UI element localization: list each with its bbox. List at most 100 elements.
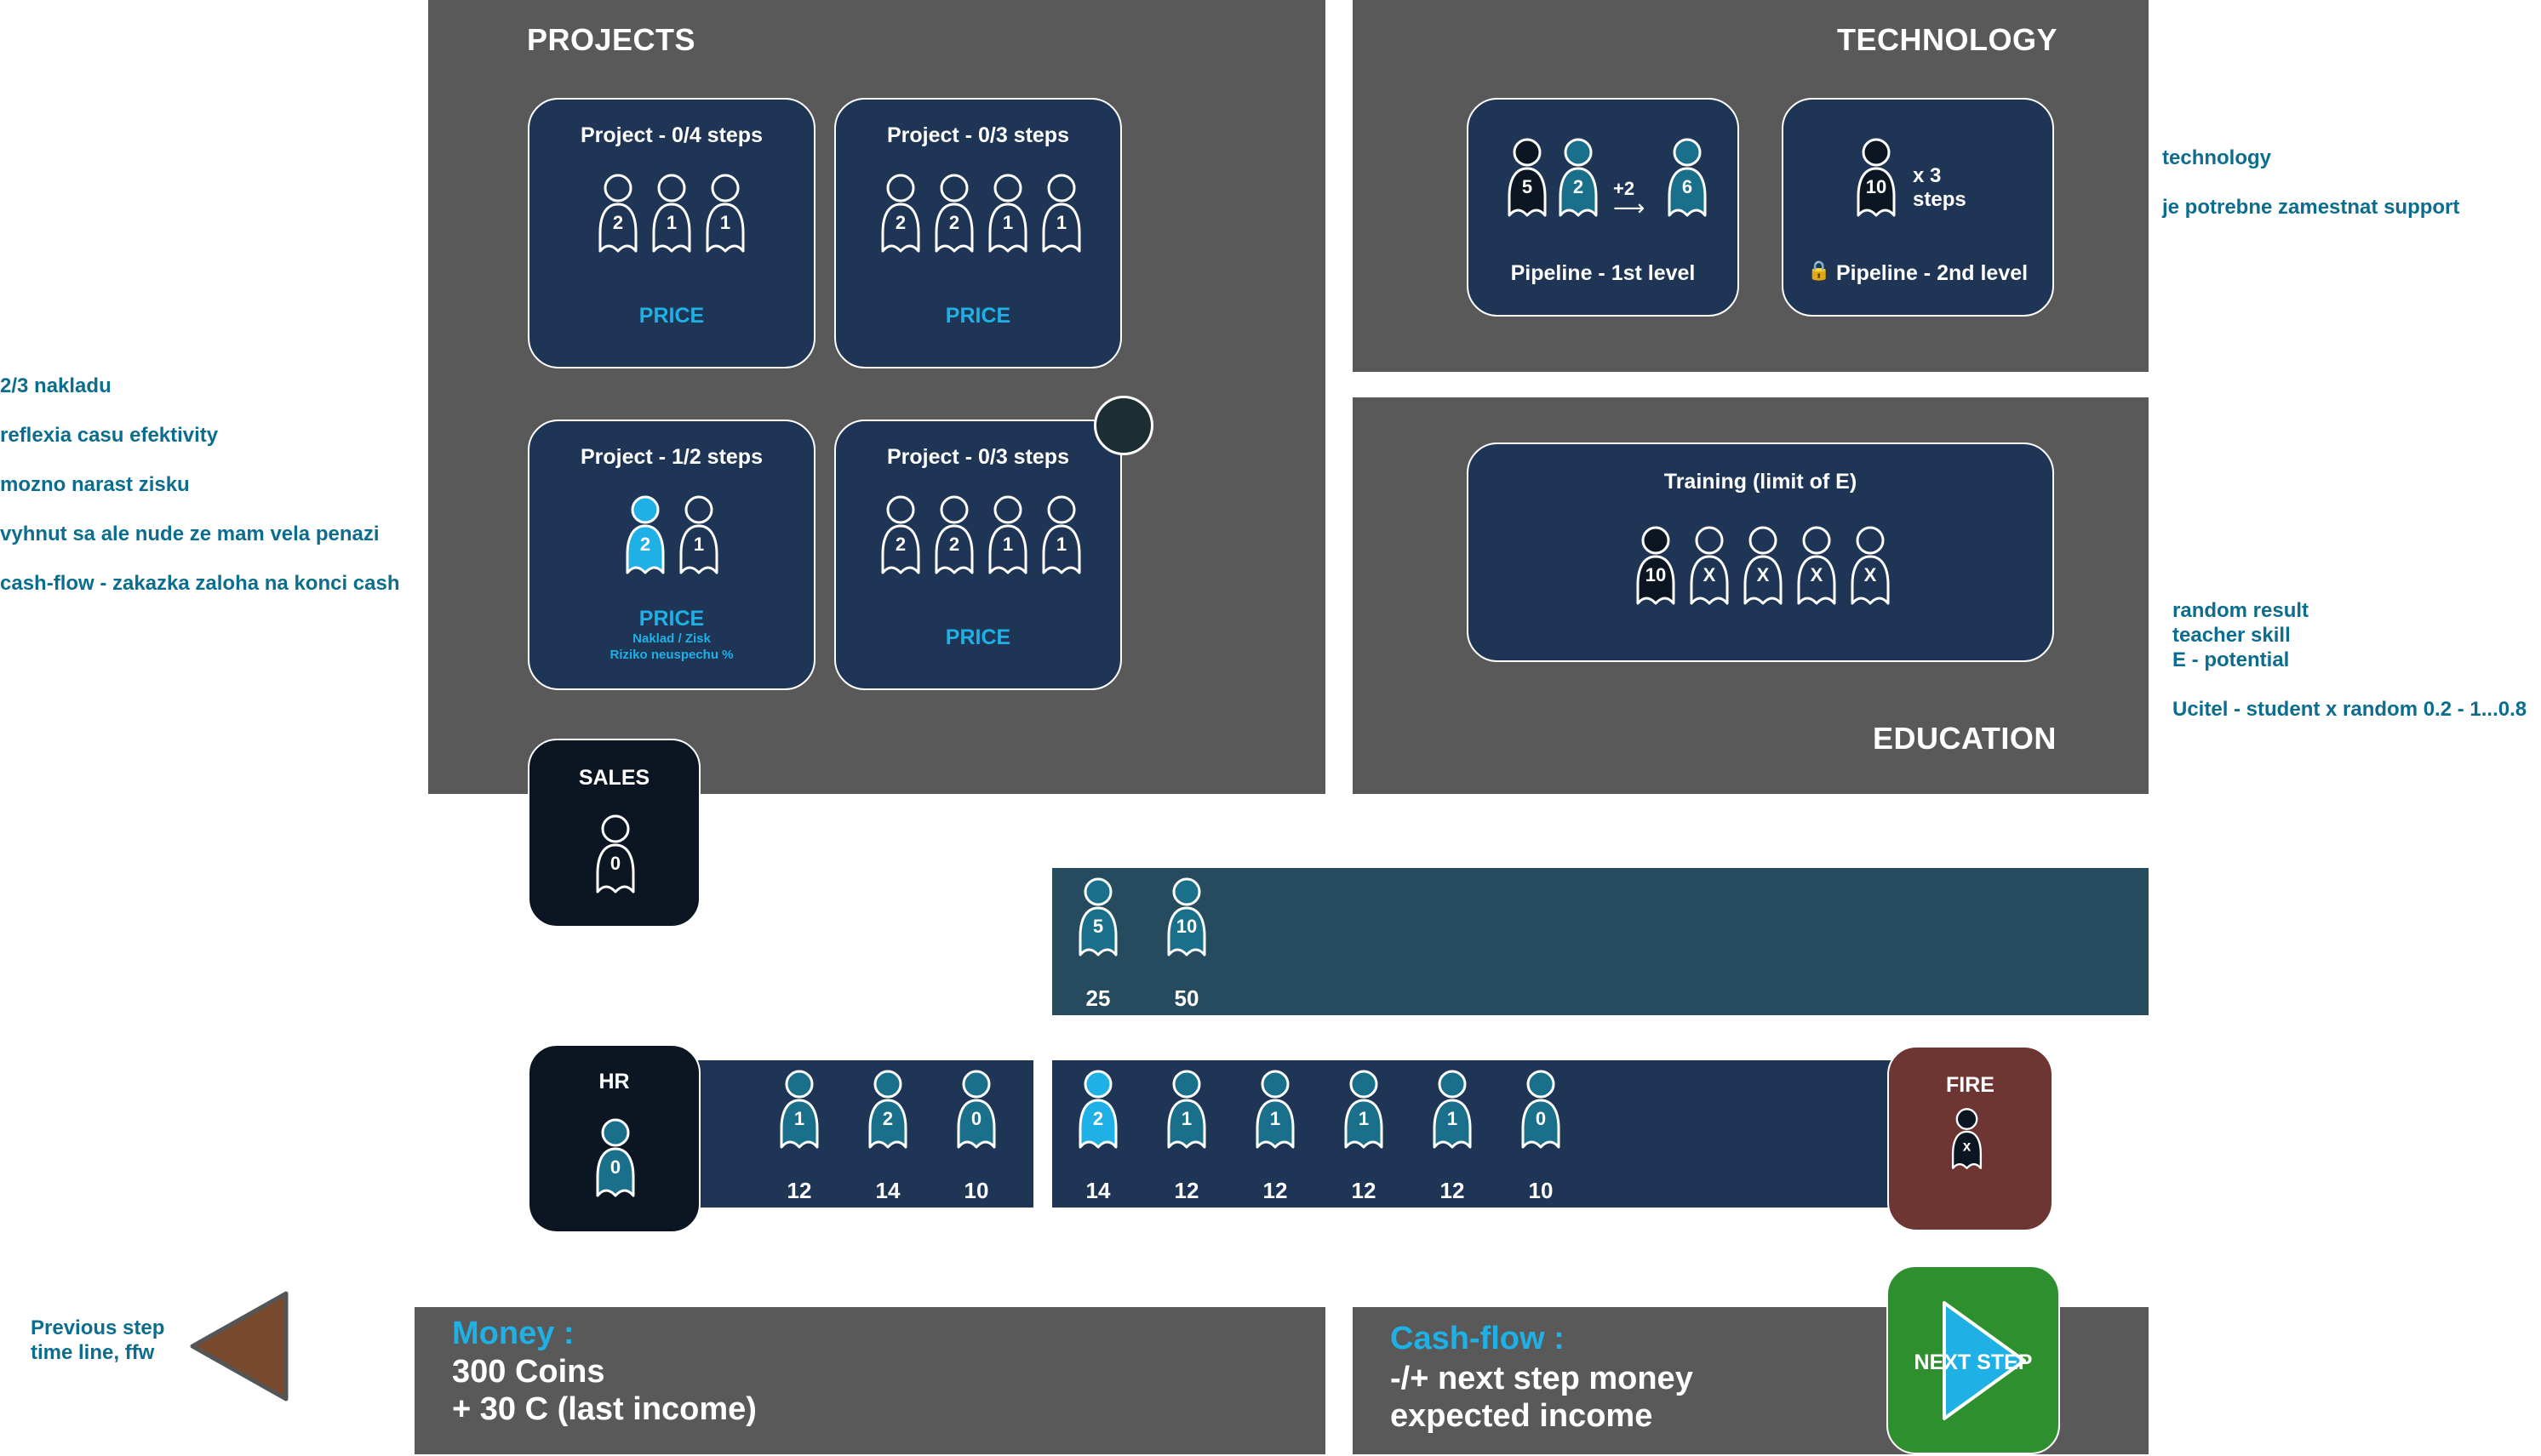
- pipeline-level-2-title: Pipeline - 2nd level: [1836, 261, 2029, 285]
- worker-icon[interactable]: 2: [879, 494, 922, 576]
- hr-candidate-icon[interactable]: 1 12: [778, 1069, 821, 1203]
- staff-icon[interactable]: 1 12: [1254, 1069, 1296, 1203]
- project-price: PRICE: [638, 607, 705, 631]
- worker-level: 2: [612, 212, 624, 233]
- person-figure: [1797, 526, 1836, 605]
- person-figure: [1079, 877, 1118, 956]
- worker-icon[interactable]: 2: [1557, 137, 1600, 219]
- pipeline-level-2-card[interactable]: 10 x 3 steps 🔒 Pipeline - 2nd level: [1782, 98, 2054, 317]
- education-title: EDUCATION: [1873, 721, 2057, 756]
- hr-box[interactable]: HR 0: [528, 1044, 701, 1233]
- hr-candidate-icon[interactable]: 0 10: [955, 1069, 998, 1203]
- note-right: Ucitel - student x random 0.2 - 1...0.8: [2172, 698, 2527, 721]
- worker-icon[interactable]: 2: [624, 494, 667, 576]
- worker-icon[interactable]: x: [1950, 1107, 1983, 1171]
- worker-icon[interactable]: 5: [1506, 137, 1548, 219]
- worker-icon[interactable]: 1: [987, 173, 1029, 254]
- worker-icon[interactable]: 2: [597, 173, 639, 254]
- pipeline-level-1-title: Pipeline - 1st level: [1510, 261, 1696, 285]
- worker-icon[interactable]: 10: [1634, 525, 1677, 607]
- hr-pool-strip: 1 12 2 14 0 10: [698, 1060, 1033, 1208]
- worker-wage: 10: [1528, 1178, 1554, 1203]
- person-figure: [1433, 1070, 1472, 1149]
- sales-box[interactable]: SALES 0: [528, 739, 701, 928]
- worker-icon[interactable]: 0: [594, 1117, 637, 1199]
- worker-level: 1: [1002, 534, 1014, 555]
- worker-level: 2: [639, 534, 651, 555]
- worker-level: 1: [1002, 212, 1014, 233]
- staff-icon[interactable]: 1 12: [1431, 1069, 1474, 1203]
- worker-wage: 14: [875, 1178, 901, 1203]
- worker-wage: 12: [787, 1178, 812, 1203]
- worker-slot-icon[interactable]: X: [1688, 525, 1731, 607]
- worker-icon[interactable]: 10: [1855, 137, 1897, 219]
- project-card-3[interactable]: Project - 1/2 steps 2 1 PRICE Naklad / Z…: [528, 420, 816, 690]
- person-figure: [1508, 138, 1547, 217]
- project-card-1[interactable]: Project - 0/4 steps 2 1 1 PRICE: [528, 98, 816, 368]
- staff-icon[interactable]: 2 14: [1077, 1069, 1119, 1203]
- previous-step-label: Previous step: [31, 1316, 165, 1339]
- worker-icon[interactable]: 2: [933, 494, 976, 576]
- worker-slot-icon[interactable]: X: [1742, 525, 1784, 607]
- staff-icon[interactable]: 1 12: [1342, 1069, 1385, 1203]
- person-figure: [935, 174, 974, 253]
- person-figure: [1636, 526, 1675, 605]
- worker-wage: 10: [964, 1178, 989, 1203]
- round-toggle-button[interactable]: [1094, 396, 1153, 455]
- next-step-button[interactable]: NEXT STEP: [1886, 1265, 2060, 1454]
- person-figure: [780, 1070, 819, 1149]
- previous-step-button[interactable]: [186, 1287, 296, 1406]
- worker-icon[interactable]: 1: [650, 173, 693, 254]
- project-price: PRICE: [945, 304, 1011, 328]
- worker-icon[interactable]: 1: [704, 173, 747, 254]
- worker-icon[interactable]: 2: [879, 173, 922, 254]
- person-figure: [988, 495, 1027, 574]
- person-figure: [957, 1070, 996, 1149]
- plus-label: +2: [1613, 178, 1635, 199]
- money-coins: 300 Coins: [452, 1354, 605, 1390]
- person-figure: [706, 174, 745, 253]
- sales-candidate-icon[interactable]: 10 50: [1165, 876, 1208, 1011]
- money-last-income: + 30 C (last income): [452, 1391, 757, 1427]
- staff-icon[interactable]: 1 12: [1165, 1069, 1208, 1203]
- worker-wage: 12: [1174, 1178, 1199, 1203]
- worker-slot-icon[interactable]: X: [1795, 525, 1838, 607]
- person-figure: [679, 495, 718, 574]
- worker-icon[interactable]: 6: [1666, 137, 1708, 219]
- worker-wage: 50: [1174, 985, 1199, 1011]
- project-title: Project - 0/3 steps: [887, 123, 1069, 147]
- note-left: 2/3 nakladu: [0, 374, 112, 397]
- staff-icon[interactable]: 0 10: [1519, 1069, 1562, 1203]
- worker-level: 5: [1092, 916, 1104, 937]
- note-left: mozno narast zisku: [0, 473, 190, 496]
- person-figure: [1042, 174, 1081, 253]
- worker-icon[interactable]: 1: [1040, 494, 1083, 576]
- fire-box[interactable]: FIRE x: [1887, 1046, 2053, 1231]
- person-figure: [1167, 1070, 1206, 1149]
- worker-icon[interactable]: 1: [678, 494, 720, 576]
- project-card-4[interactable]: Project - 0/3 steps 2 2 1 1 PRICE: [834, 420, 1122, 690]
- worker-level: 1: [1181, 1108, 1193, 1129]
- cashflow-next-step: -/+ next step money: [1390, 1361, 1693, 1396]
- worker-level: 2: [948, 212, 960, 233]
- project-card-2[interactable]: Project - 0/3 steps 2 2 1 1 PRICE: [834, 98, 1122, 368]
- training-card[interactable]: Training (limit of E) 10 X X X X: [1467, 443, 2054, 662]
- project-price: PRICE: [945, 625, 1011, 649]
- worker-level: 0: [609, 853, 621, 874]
- money-label: Money :: [452, 1316, 575, 1351]
- sales-candidate-icon[interactable]: 5 25: [1077, 876, 1119, 1011]
- person-figure: [1668, 138, 1707, 217]
- pipeline-level-1-card[interactable]: 5 2 +2 ⟶ 6 Pipeline - 1st level: [1467, 98, 1739, 317]
- person-figure: [1042, 495, 1081, 574]
- worker-level: 1: [693, 534, 705, 555]
- note-right: random result: [2172, 599, 2309, 622]
- worker-icon[interactable]: 0: [594, 814, 637, 895]
- worker-wage: 12: [1351, 1178, 1376, 1203]
- worker-icon[interactable]: 1: [1040, 173, 1083, 254]
- arrow-right-icon: ⟶: [1613, 195, 1645, 220]
- worker-icon[interactable]: 1: [987, 494, 1029, 576]
- worker-slot-icon[interactable]: X: [1849, 525, 1891, 607]
- worker-level: 2: [895, 212, 907, 233]
- worker-icon[interactable]: 2: [933, 173, 976, 254]
- hr-candidate-icon[interactable]: 2 14: [867, 1069, 909, 1203]
